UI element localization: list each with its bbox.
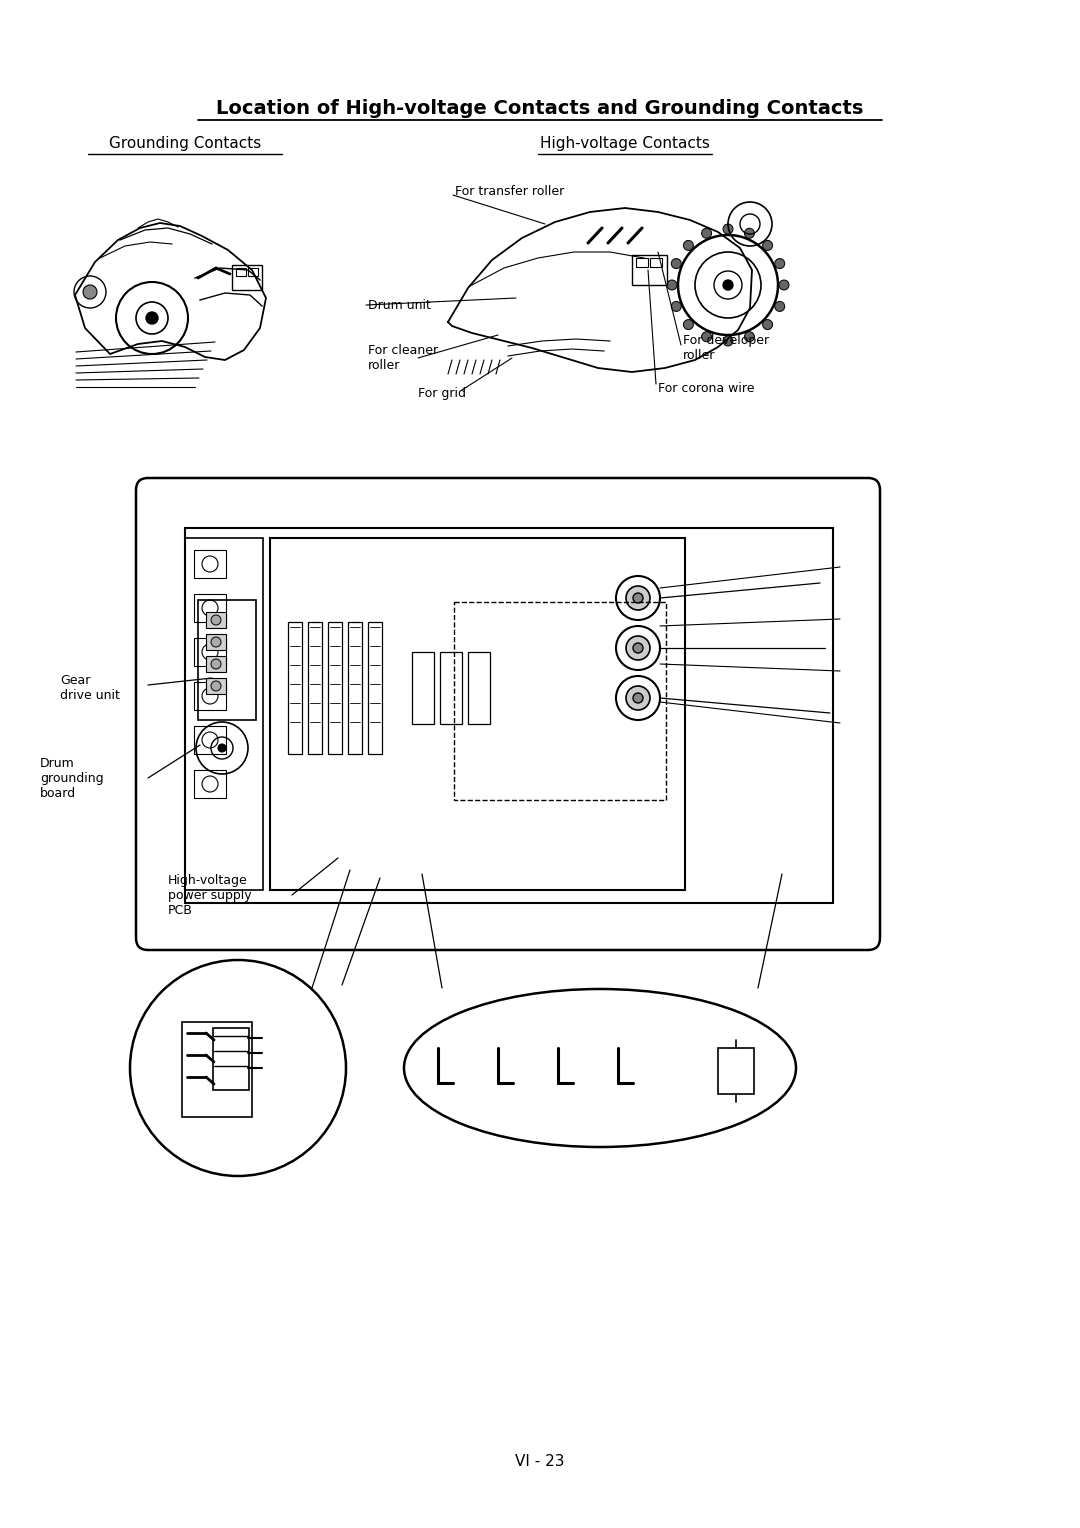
Circle shape (211, 681, 221, 691)
Bar (288, 622, 302, 753)
Circle shape (626, 587, 650, 610)
Circle shape (702, 228, 712, 238)
Circle shape (211, 614, 221, 625)
Bar (348, 622, 362, 753)
Bar (213, 1028, 249, 1089)
Circle shape (702, 332, 712, 342)
Circle shape (218, 744, 226, 752)
Circle shape (83, 286, 97, 299)
Bar (206, 678, 226, 694)
Circle shape (633, 643, 643, 652)
Bar (248, 267, 258, 277)
Bar (232, 264, 262, 290)
Circle shape (723, 225, 733, 234)
Circle shape (633, 593, 643, 604)
Circle shape (744, 228, 755, 238)
Circle shape (779, 280, 789, 290)
Circle shape (633, 694, 643, 703)
Bar (440, 652, 462, 724)
Circle shape (146, 312, 158, 324)
Circle shape (774, 258, 785, 269)
Bar (411, 652, 434, 724)
Circle shape (744, 332, 755, 342)
Bar (368, 622, 382, 753)
Circle shape (762, 240, 772, 251)
Bar (718, 1048, 754, 1094)
Bar (183, 1022, 252, 1117)
Bar (206, 613, 226, 628)
Bar (194, 681, 226, 711)
Bar (308, 622, 322, 753)
Bar (636, 258, 648, 267)
Circle shape (774, 301, 785, 312)
Text: For transfer roller: For transfer roller (455, 185, 564, 197)
Bar (194, 726, 226, 753)
Text: High-voltage Contacts: High-voltage Contacts (540, 136, 710, 150)
Bar (194, 594, 226, 622)
Text: Gear
drive unit: Gear drive unit (60, 674, 120, 701)
Circle shape (626, 636, 650, 660)
Circle shape (684, 240, 693, 251)
Text: For cleaner
roller: For cleaner roller (368, 344, 438, 371)
Bar (454, 602, 666, 801)
Text: For grid: For grid (418, 387, 465, 399)
Circle shape (672, 258, 681, 269)
FancyBboxPatch shape (136, 478, 880, 950)
Text: Location of High-voltage Contacts and Grounding Contacts: Location of High-voltage Contacts and Gr… (216, 98, 864, 118)
Bar (270, 538, 685, 889)
Text: Drum unit: Drum unit (368, 298, 431, 312)
Circle shape (723, 280, 733, 290)
Bar (194, 639, 226, 666)
Bar (198, 601, 256, 720)
Bar (185, 538, 264, 889)
Circle shape (626, 686, 650, 711)
Circle shape (672, 301, 681, 312)
Bar (185, 529, 833, 903)
Bar (194, 770, 226, 798)
Text: For developer
roller: For developer roller (683, 335, 769, 362)
Circle shape (667, 280, 677, 290)
Bar (206, 656, 226, 672)
Bar (237, 267, 246, 277)
Bar (650, 258, 662, 267)
Circle shape (762, 319, 772, 330)
Text: High-voltage
power supply
PCB: High-voltage power supply PCB (168, 874, 252, 917)
Bar (206, 634, 226, 649)
Circle shape (684, 319, 693, 330)
Bar (632, 255, 667, 286)
Text: For corona wire: For corona wire (658, 382, 755, 394)
Text: Drum
grounding
board: Drum grounding board (40, 756, 104, 799)
Text: VI - 23: VI - 23 (515, 1455, 565, 1470)
Circle shape (714, 270, 742, 299)
Circle shape (723, 336, 733, 345)
Bar (468, 652, 490, 724)
Circle shape (211, 659, 221, 669)
Bar (194, 550, 226, 578)
Circle shape (211, 637, 221, 646)
Text: Grounding Contacts: Grounding Contacts (109, 136, 261, 150)
Bar (328, 622, 342, 753)
